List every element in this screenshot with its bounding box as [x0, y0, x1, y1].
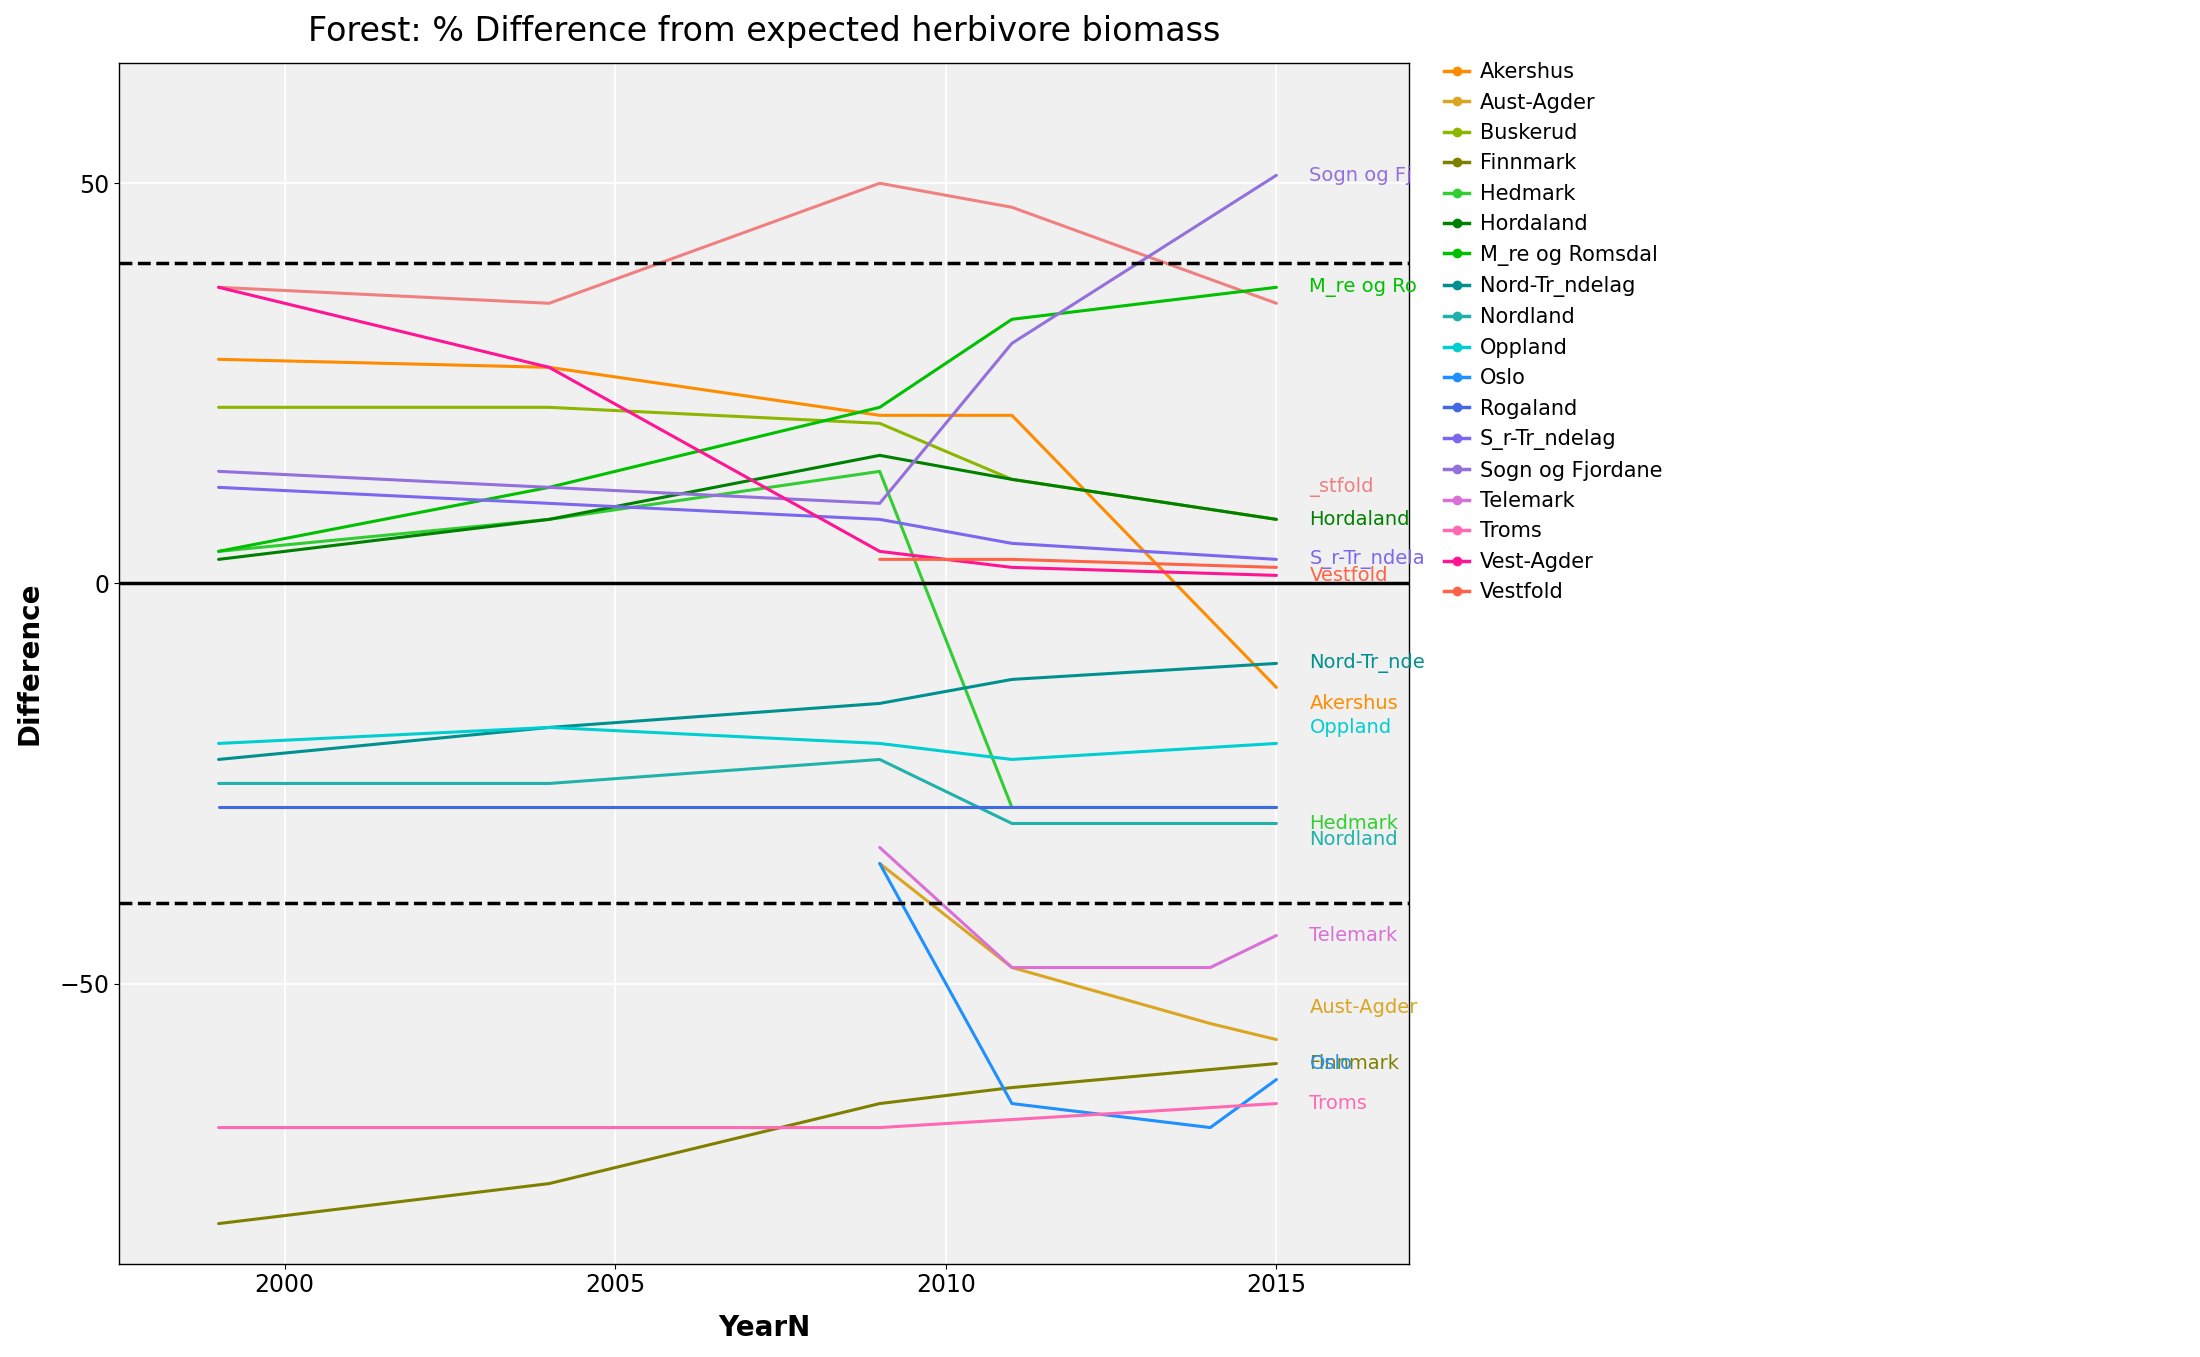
Text: Hedmark: Hedmark — [1309, 814, 1399, 833]
Text: Troms: Troms — [1309, 1094, 1368, 1113]
Text: Akershus: Akershus — [1309, 693, 1399, 712]
X-axis label: YearN: YearN — [717, 1314, 810, 1342]
Text: Nord-Tr_nde: Nord-Tr_nde — [1309, 654, 1426, 673]
Text: Aust-Agder: Aust-Agder — [1309, 997, 1417, 1016]
Text: Oppland: Oppland — [1309, 718, 1393, 737]
Text: Finnmark: Finnmark — [1309, 1054, 1399, 1073]
Legend: Akershus, Aust-Agder, Buskerud, Finnmark, Hedmark, Hordaland, M_re og Romsdal, N: Akershus, Aust-Agder, Buskerud, Finnmark… — [1432, 50, 1674, 615]
Text: Telemark: Telemark — [1309, 925, 1397, 944]
Text: Nordland: Nordland — [1309, 830, 1397, 849]
Text: Hordaland: Hordaland — [1309, 510, 1410, 529]
Text: Vestfold: Vestfold — [1309, 566, 1388, 585]
Text: _stfold: _stfold — [1309, 478, 1375, 498]
Text: S_r-Tr_ndela: S_r-Tr_ndela — [1309, 550, 1426, 570]
Text: M_re og Ro: M_re og Ro — [1309, 278, 1417, 297]
Y-axis label: Difference: Difference — [15, 582, 44, 745]
Text: Oslo: Oslo — [1309, 1054, 1353, 1073]
Text: Sogn og Fj: Sogn og Fj — [1309, 166, 1412, 185]
Title: Forest: % Difference from expected herbivore biomass: Forest: % Difference from expected herbi… — [308, 15, 1221, 47]
